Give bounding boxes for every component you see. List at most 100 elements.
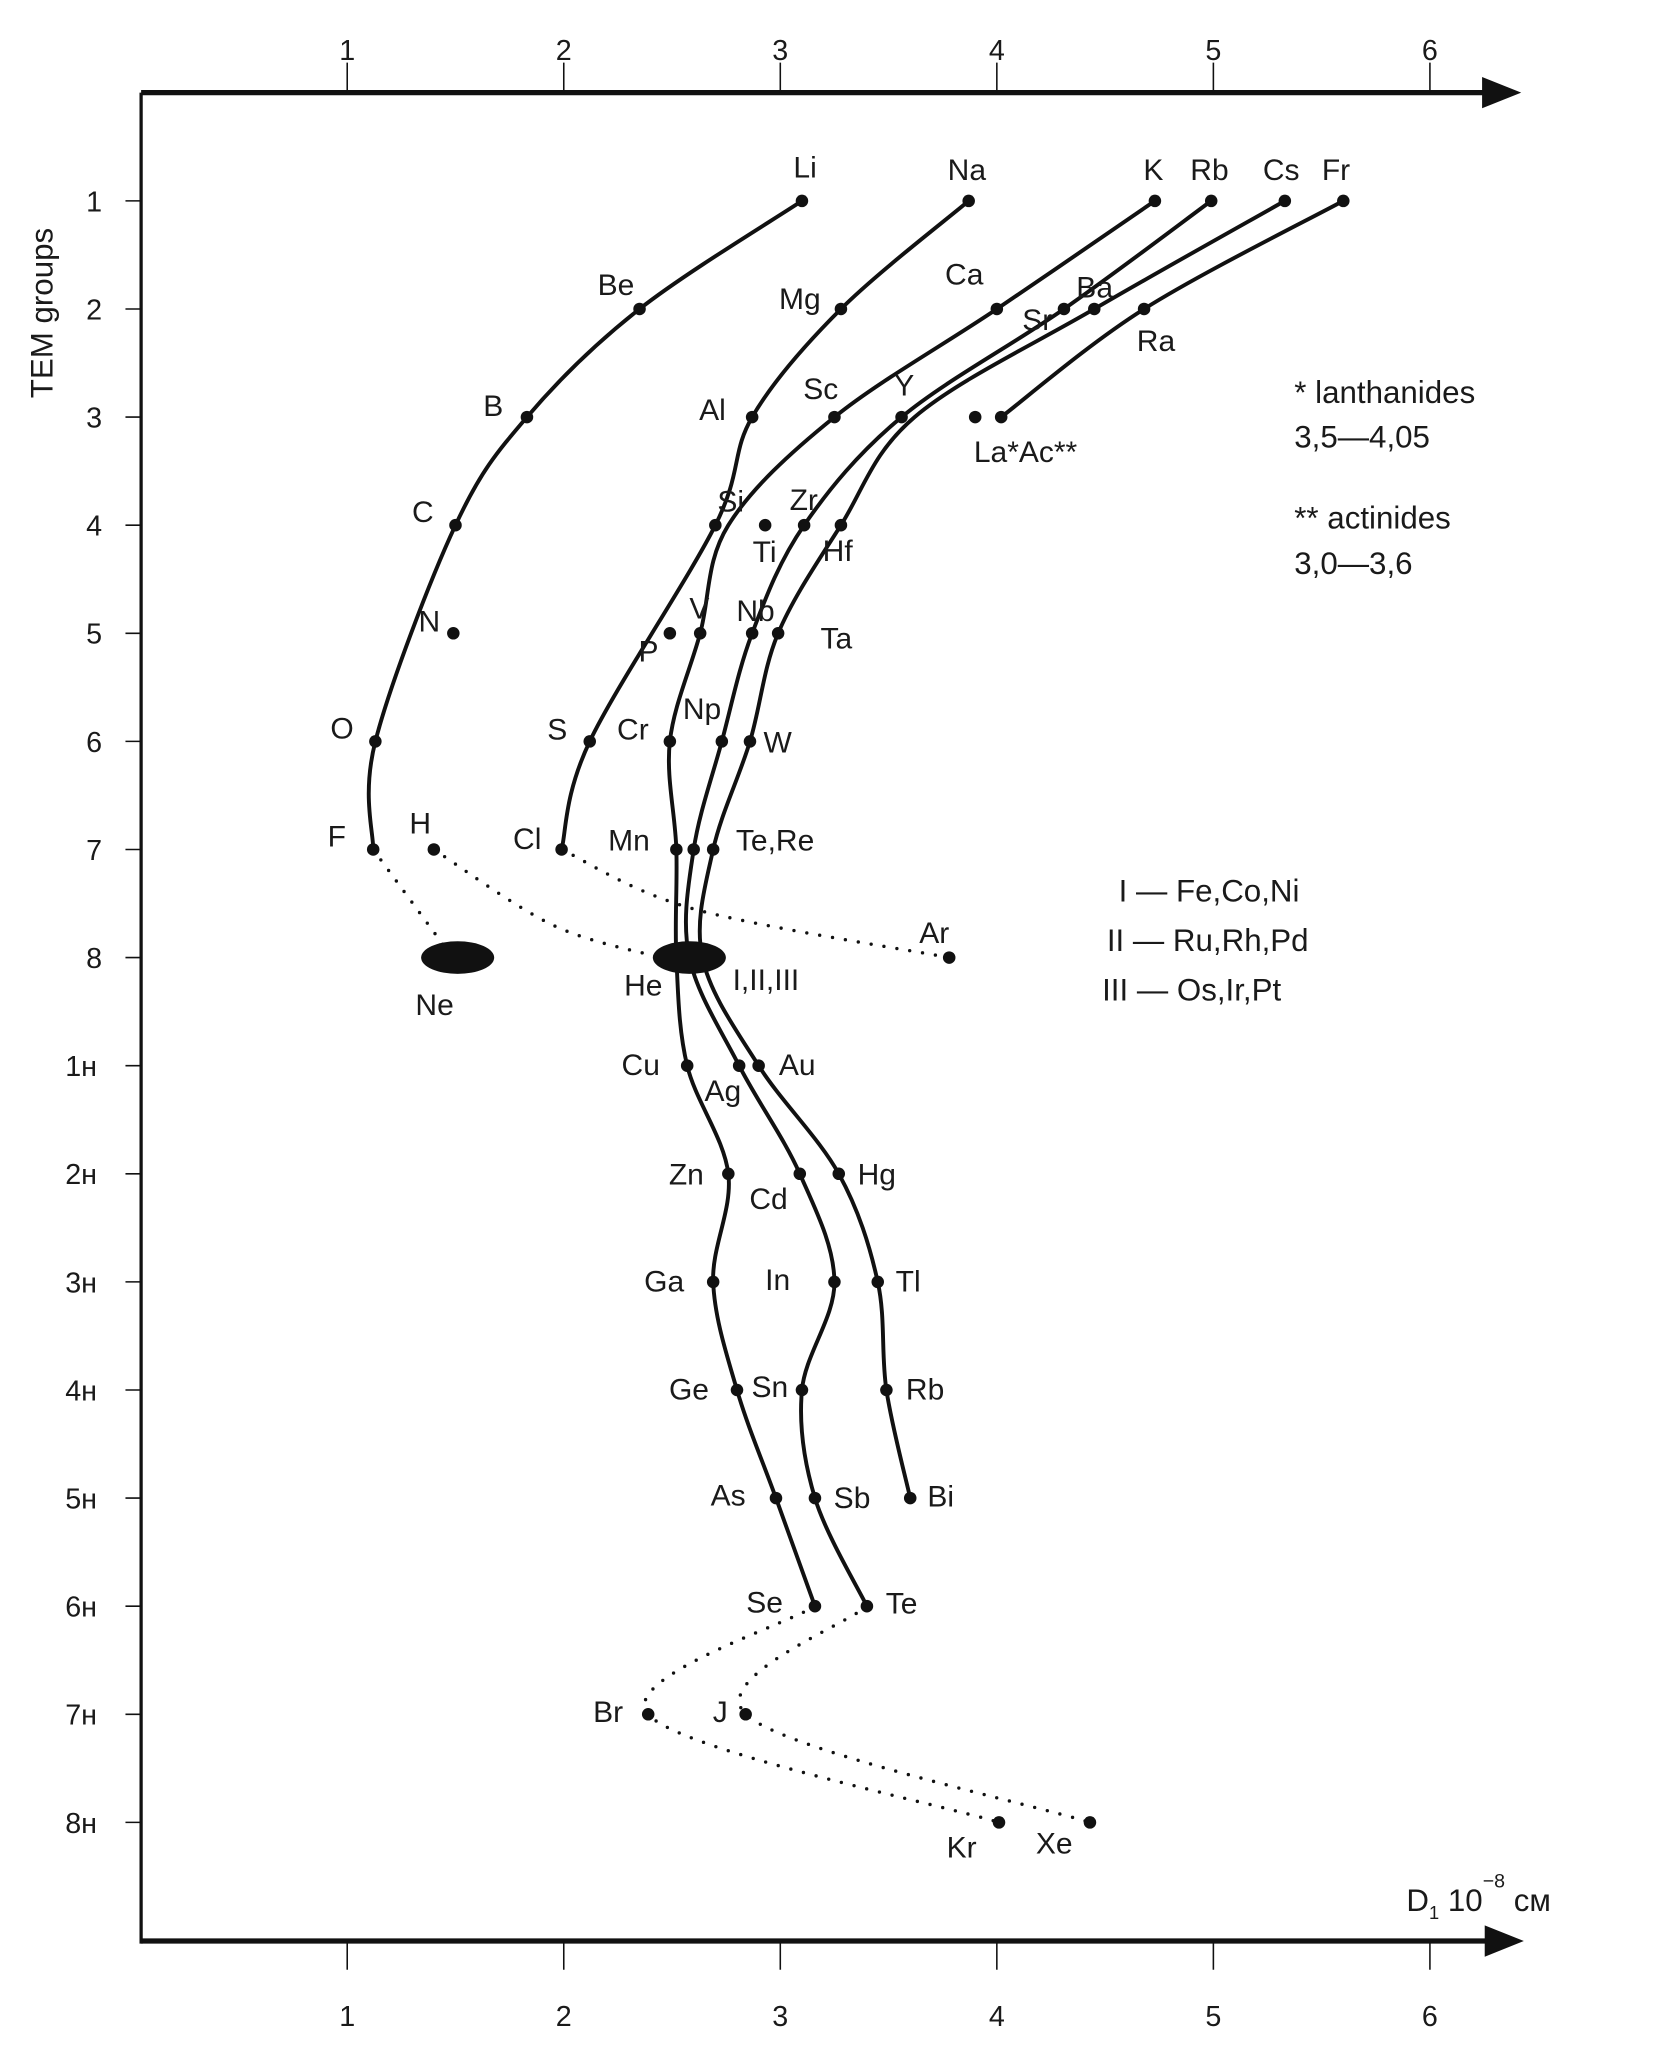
point-label-b: B — [483, 390, 503, 423]
point-label-pb: Rb — [906, 1374, 944, 1407]
y-tick-label: 1н — [65, 1051, 97, 1083]
point-tc — [687, 843, 700, 856]
y-tick-label: 6 — [86, 727, 102, 759]
bottom-x-axis-arrow-icon — [1484, 1925, 1524, 1957]
point-se — [808, 1599, 822, 1613]
y-tick-label: 4 — [86, 511, 102, 543]
point-na — [962, 194, 975, 208]
point-label-c: C — [412, 496, 434, 529]
point-label-np: Np — [683, 693, 721, 726]
point-label-mg: Mg — [779, 283, 821, 316]
point-label-hg: Hg — [858, 1158, 896, 1191]
point-label-be: Be — [598, 269, 635, 302]
point-label-f: F — [328, 821, 346, 854]
point-as — [769, 1491, 783, 1505]
point-zn — [722, 1167, 735, 1181]
point-ta — [771, 627, 785, 640]
point-label-hf: Hf — [823, 535, 854, 568]
y-axis-title: TEM groups — [24, 228, 59, 398]
point-label-sb: Sb — [834, 1482, 871, 1515]
point-label-k: K — [1143, 154, 1163, 187]
point-ca — [990, 302, 1004, 316]
point-label-zr: Zr — [790, 484, 818, 517]
top-x-tick-label: 2 — [556, 35, 572, 67]
x-axis-title-sub: 1 — [1429, 1902, 1439, 1923]
point-xe — [1083, 1816, 1097, 1829]
point-label-re: Te,Re — [736, 825, 814, 858]
point-re — [706, 843, 720, 856]
point-label-kr: Kr — [947, 1832, 977, 1865]
legend-group-3: III — Os,Ir,Pt — [1102, 973, 1281, 1008]
point-label-ga: Ga — [644, 1265, 684, 1298]
point-ne — [421, 941, 495, 974]
point-label-bi: Bi — [927, 1481, 954, 1514]
y-tick-label: 8н — [65, 1808, 97, 1840]
point-label-he: He — [624, 969, 662, 1002]
bottom-x-tick-label: 2 — [556, 2001, 572, 2033]
bottom-x-tick-label: 3 — [772, 2001, 788, 2033]
point-ge — [730, 1383, 744, 1397]
y-tick-label: 2н — [65, 1159, 97, 1191]
point-label-cd: Cd — [749, 1183, 787, 1216]
point-label-ne: Ne — [415, 989, 453, 1022]
top-x-tick-label: 3 — [772, 35, 788, 67]
top-x-tick-label: 4 — [989, 35, 1005, 67]
bottom-x-tick-label: 4 — [989, 2001, 1005, 2033]
point-te — [860, 1599, 874, 1613]
legend: I — Fe,Co,Ni II — Ru,Rh,Pd III — Os,Ir,P… — [1102, 375, 1475, 1007]
point-label-cu: Cu — [622, 1049, 660, 1082]
y-tick-label: 2 — [86, 294, 102, 326]
top-x-tick-label: 6 — [1422, 35, 1438, 67]
point-hg — [832, 1167, 846, 1181]
point-he — [652, 941, 726, 974]
point-label-ta: Ta — [821, 622, 853, 655]
point-label-ra: Ra — [1137, 325, 1176, 358]
point-j — [739, 1708, 752, 1721]
series-line — [697, 199, 1286, 1499]
point-label-ba: Ba — [1076, 271, 1113, 304]
series-line — [666, 199, 1157, 1607]
point-label-i-ii-iii: I,II,III — [733, 964, 800, 997]
point-label-au: Au — [779, 1049, 816, 1082]
point-sb — [808, 1491, 822, 1505]
point-ra — [1137, 302, 1151, 316]
point-label-cr: Cr — [617, 714, 649, 747]
x-axis-title: D1 10−8 см — [1406, 1871, 1550, 1923]
point-label-h: H — [409, 808, 431, 841]
point-label-v: V — [689, 592, 709, 625]
y-tick-label: 1 — [86, 186, 102, 218]
x-axis-title-unit: см — [1505, 1883, 1551, 1918]
point-la — [968, 410, 982, 424]
point-li — [795, 194, 809, 208]
point-ar — [942, 951, 956, 964]
y-tick-label: 5н — [65, 1484, 97, 1516]
point-nb — [745, 627, 759, 640]
point-al — [745, 410, 759, 424]
point-ga — [706, 1275, 720, 1289]
point-label-nb: Nb — [736, 595, 774, 628]
point-w — [743, 735, 757, 748]
point-label-w: W — [764, 727, 793, 760]
top-x-axis-arrow-icon — [1482, 76, 1522, 109]
point-kr — [992, 1816, 1006, 1829]
point-rb — [1204, 194, 1218, 208]
point-y — [895, 410, 908, 424]
point-s — [583, 735, 597, 748]
point-label-ag: Ag — [705, 1075, 742, 1108]
y-tick-label: 6н — [65, 1592, 97, 1624]
point-label-mn: Mn — [608, 825, 650, 858]
point-mg — [834, 302, 848, 316]
bottom-x-tick-label: 5 — [1205, 2001, 1221, 2033]
point-label-y: Y — [894, 369, 914, 402]
point-ac — [994, 410, 1008, 424]
point-label-sc: Sc — [803, 373, 838, 406]
point-bi — [903, 1491, 917, 1505]
point-ag — [732, 1059, 746, 1072]
point-pb — [880, 1383, 893, 1397]
point-label-p: P — [639, 635, 659, 668]
point-cs — [1278, 194, 1292, 208]
legend-group-1: I — Fe,Co,Ni — [1119, 873, 1300, 908]
point-label-n: N — [419, 605, 441, 638]
point-label-na: Na — [948, 154, 987, 187]
